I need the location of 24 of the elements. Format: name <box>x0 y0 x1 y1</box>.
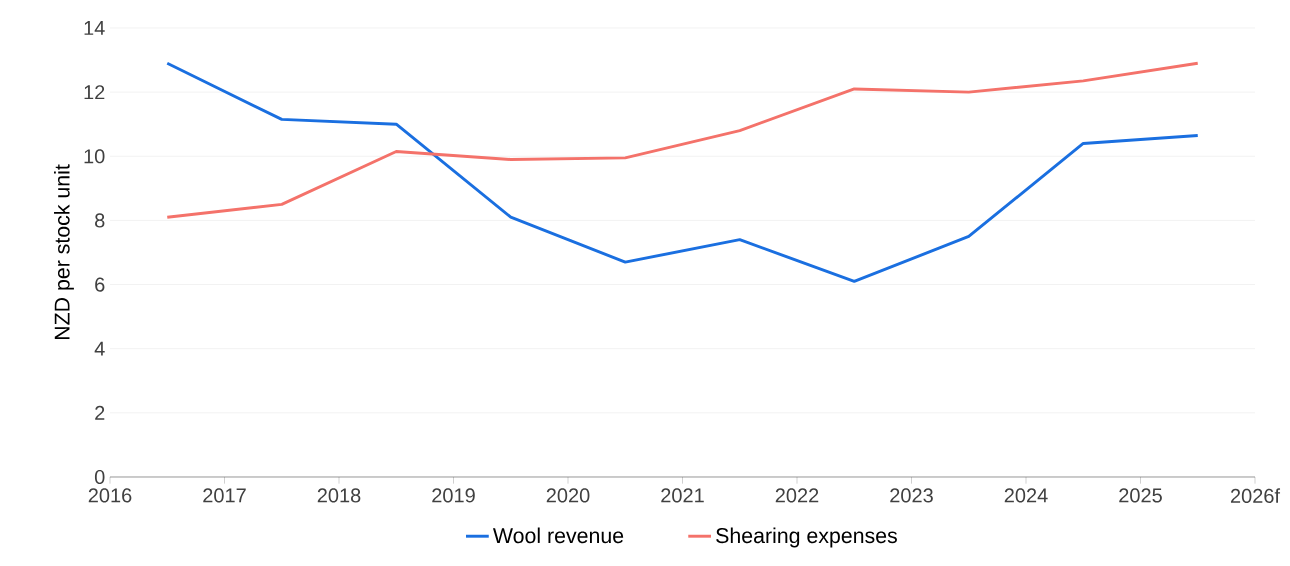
y-tick-label: 2 <box>95 405 105 420</box>
y-tick-label: 0 <box>94 469 105 485</box>
y-tick-label: 8 <box>95 213 105 228</box>
x-tick-label: 2024 <box>1004 488 1048 503</box>
legend-label: Shearing expenses <box>716 527 897 548</box>
y-tick-label: 4 <box>94 341 105 356</box>
x-tick-label: 2020 <box>546 488 590 503</box>
x-tick-label: 2025 <box>1119 488 1162 503</box>
y-axis-title: NZD per stock unit <box>54 164 74 340</box>
x-tick-label: 2017 <box>203 488 246 503</box>
line-series <box>165 61 1200 219</box>
line-series <box>165 61 1200 283</box>
y-tick-label: 10 <box>84 149 105 164</box>
y-tick-label: 6 <box>95 277 105 292</box>
x-tick-label: 2022 <box>775 488 819 503</box>
x-tick-label: 2023 <box>890 488 933 503</box>
y-tick-label: 12 <box>84 85 105 100</box>
x-tick-label: 2021 <box>661 488 704 503</box>
x-tick-label: 2026f <box>1230 488 1281 504</box>
x-tick-label: 2016 <box>88 488 132 503</box>
x-tick-label: 2019 <box>432 488 475 503</box>
x-tick-label: 2018 <box>317 488 361 503</box>
y-tick-label: 14 <box>84 21 105 35</box>
legend-label: Wool revenue <box>492 527 624 544</box>
